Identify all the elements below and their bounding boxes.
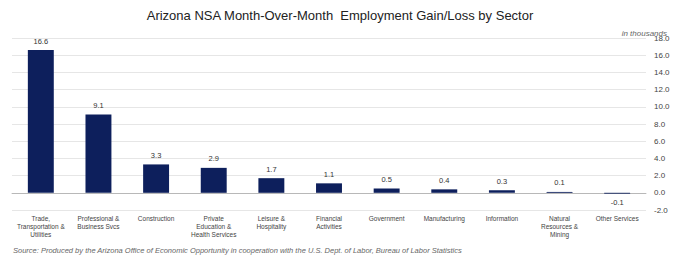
svg-text:Mining: Mining [550,231,570,239]
svg-text:Manufacturing: Manufacturing [424,215,466,223]
svg-text:1.7: 1.7 [266,165,276,174]
svg-text:12.0: 12.0 [654,85,670,94]
svg-text:Transportation &: Transportation & [17,223,65,231]
svg-text:0.1: 0.1 [554,178,564,187]
svg-text:10.0: 10.0 [654,102,670,111]
svg-text:Construction: Construction [138,215,175,222]
svg-text:Professional &: Professional & [77,215,120,222]
svg-text:16.0: 16.0 [654,51,670,60]
svg-text:Financial: Financial [316,215,343,222]
svg-text:4.0: 4.0 [654,154,666,163]
svg-text:Business Svcs: Business Svcs [77,223,120,230]
svg-text:6.0: 6.0 [654,137,666,146]
svg-text:0.3: 0.3 [497,177,507,186]
svg-text:Private: Private [204,215,225,222]
svg-text:Trade,: Trade, [32,215,51,222]
svg-text:2.9: 2.9 [209,154,219,163]
svg-text:Hospitality: Hospitality [256,223,287,231]
svg-text:3.3: 3.3 [151,151,161,160]
svg-text:Government: Government [369,215,405,222]
svg-text:-2.0: -2.0 [654,206,668,215]
svg-text:Arizona NSA Month-Over-Month: Arizona NSA Month-Over-Month Employment … [147,8,534,23]
svg-text:Resources &: Resources & [541,223,579,230]
svg-text:in thousands: in thousands [622,29,667,38]
svg-text:18.0: 18.0 [654,33,670,43]
svg-text:0.0: 0.0 [654,188,666,197]
svg-text:8.0: 8.0 [654,120,666,129]
svg-text:-0.1: -0.1 [611,198,624,207]
svg-text:Utilities: Utilities [30,231,52,238]
svg-text:Leisure &: Leisure & [258,215,286,222]
svg-text:0.4: 0.4 [439,176,449,185]
svg-text:0.5: 0.5 [381,175,391,184]
svg-text:1.1: 1.1 [324,170,334,179]
svg-text:9.1: 9.1 [93,101,103,110]
svg-text:Health Services: Health Services [191,231,237,238]
svg-text:Activities: Activities [316,223,342,230]
svg-text:14.0: 14.0 [654,68,670,77]
svg-text:16.6: 16.6 [34,37,49,46]
svg-text:Other Services: Other Services [596,215,640,222]
svg-text:Education &: Education & [196,223,232,230]
svg-text:Source: Produced by the Arizon: Source: Produced by the Arizona Office o… [13,246,462,255]
svg-text:Information: Information [486,215,519,222]
svg-text:Natural: Natural [549,215,571,222]
svg-text:2.0: 2.0 [654,171,666,180]
